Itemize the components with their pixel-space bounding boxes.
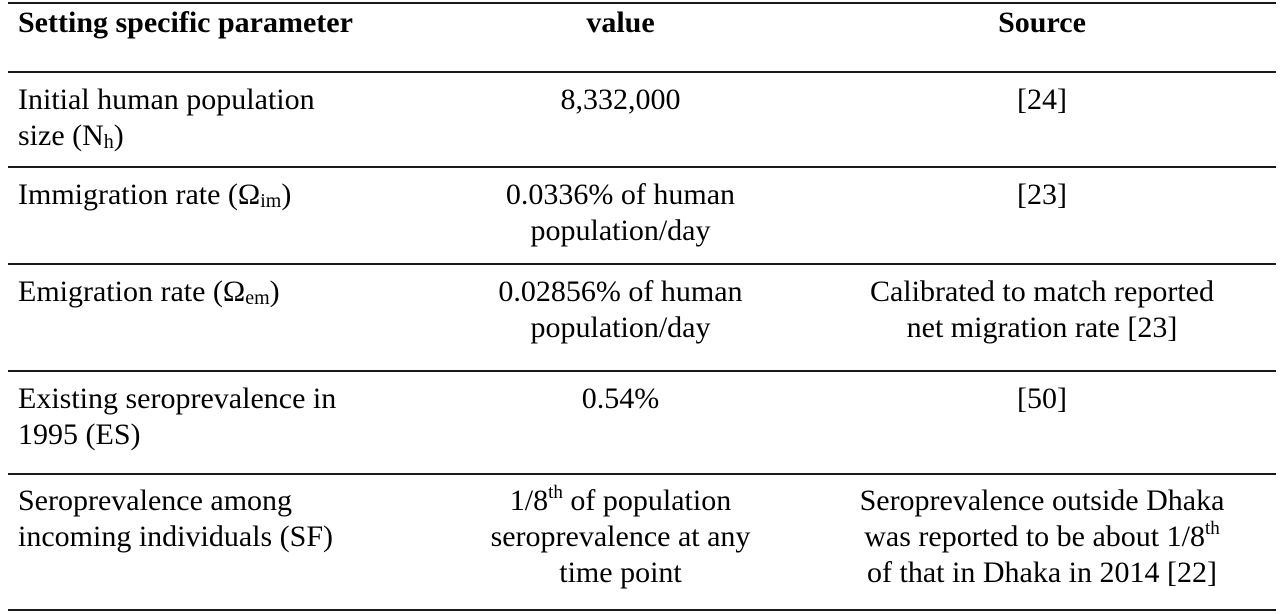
- source-cell: [23]: [808, 177, 1276, 213]
- value-text: 0.54%: [581, 382, 660, 415]
- table-header-rule: [8, 71, 1276, 73]
- parameter-text: Seroprevalence among: [18, 484, 293, 517]
- value-text: 1/8th of population: [509, 482, 732, 517]
- source-text: was reported to be about 1/8th: [864, 518, 1220, 553]
- header-value: value: [586, 6, 655, 39]
- parameter-cell: Initial human population size (Nh): [18, 82, 488, 154]
- value-text: 0.02856% of human: [498, 275, 743, 308]
- source-cell: Calibrated to match reported net migrati…: [808, 274, 1276, 346]
- parameter-text: 1995 (ES): [18, 418, 141, 451]
- value-text: time point: [559, 556, 682, 589]
- parameter-text: size (Nh): [18, 119, 124, 153]
- source-text: Seroprevalence outside Dhaka: [859, 484, 1225, 517]
- parameter-cell: Seroprevalence among incoming individual…: [18, 483, 488, 555]
- value-text: seroprevalence at any: [490, 520, 751, 553]
- parameter-text: Initial human population: [18, 83, 315, 116]
- parameter-cell: Immigration rate (Ωim): [18, 177, 488, 213]
- table-top-rule: [8, 2, 1276, 4]
- source-cell: Seroprevalence outside Dhaka was reporte…: [808, 483, 1276, 591]
- row-divider: [8, 166, 1276, 168]
- source-text: net migration rate [23]: [906, 311, 1178, 344]
- row-divider: [8, 370, 1276, 372]
- parameter-cell: Emigration rate (Ωem): [18, 274, 488, 310]
- source-text: [24]: [1017, 83, 1067, 116]
- value-text: population/day: [530, 311, 711, 344]
- source-text: [50]: [1017, 382, 1067, 415]
- value-text: 0.0336% of human: [505, 178, 736, 211]
- row-divider: [8, 473, 1276, 475]
- source-cell: [24]: [808, 82, 1276, 118]
- parameter-text: Existing seroprevalence in: [18, 382, 337, 415]
- source-text: [23]: [1017, 178, 1067, 211]
- value-cell: 0.0336% of human population/day: [448, 177, 793, 249]
- value-text: population/day: [530, 214, 711, 247]
- value-cell: 8,332,000: [448, 82, 793, 118]
- value-cell: 0.02856% of human population/day: [448, 274, 793, 346]
- parameter-text: incoming individuals (SF): [18, 520, 333, 553]
- parameter-table: Setting specific parameter value Source …: [8, 0, 1276, 614]
- row-divider: [8, 263, 1276, 265]
- source-text: of that in Dhaka in 2014 [22]: [867, 556, 1217, 589]
- value-cell: 1/8th of population seroprevalence at an…: [448, 483, 793, 591]
- parameter-text: Emigration rate (Ωem): [18, 275, 280, 309]
- table-bottom-rule: [8, 609, 1276, 611]
- source-text: Calibrated to match reported: [869, 275, 1215, 308]
- parameter-text: Immigration rate (Ωim): [18, 178, 292, 212]
- header-setting-parameter: Setting specific parameter: [18, 6, 353, 39]
- value-cell: 0.54%: [448, 381, 793, 417]
- header-source: Source: [998, 6, 1086, 39]
- value-text: 8,332,000: [560, 83, 681, 116]
- parameter-cell: Existing seroprevalence in 1995 (ES): [18, 381, 488, 453]
- source-cell: [50]: [808, 381, 1276, 417]
